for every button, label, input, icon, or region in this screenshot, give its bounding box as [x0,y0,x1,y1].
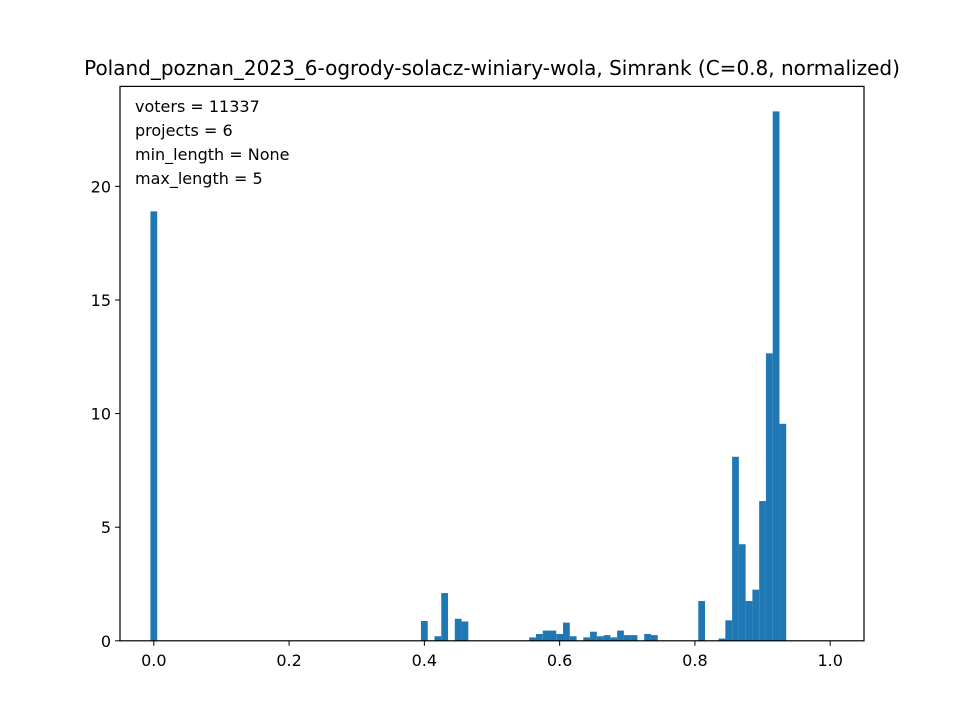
plot-frame [119,85,865,642]
histogram-bar-8 [542,630,550,641]
y-tick-label-4: 20 [91,177,111,196]
x-axis: 0.0 0.2 0.4 0.6 0.8 1.0 [141,640,843,670]
histogram-bar-33 [779,423,787,641]
y-tick-label-1: 5 [101,518,111,537]
histogram-bar-23 [698,601,706,641]
x-tick-label-1: 0.2 [276,651,301,670]
histogram-bar-0 [150,211,158,641]
y-tick-label-0: 0 [101,632,111,651]
annotation-projects: projects = 6 [135,121,233,140]
histogram-bar-6 [529,637,536,641]
histogram-bar-20 [630,635,638,641]
annotation-min-length: min_length = None [135,145,290,165]
histogram-bar-2 [434,636,442,641]
histogram-bar-18 [617,630,624,641]
x-tick-label-4: 0.8 [682,651,707,670]
histogram-bar-1 [420,621,428,641]
y-axis: 0 5 10 15 20 [91,177,120,651]
histogram-bar-17 [610,637,618,641]
histogram-bar-16 [603,635,611,641]
histogram-bar-21 [644,633,651,641]
y-tick-label-2: 10 [91,405,111,424]
histogram-bar-32 [772,111,780,641]
y-tick-label-3: 15 [91,291,111,310]
histogram-bar-26 [732,456,739,641]
histogram-bar-9 [549,630,557,641]
histogram-bar-7 [535,633,543,641]
histogram-bar-3 [441,593,449,641]
histogram-bar-4 [454,618,462,641]
bars-group [150,111,787,641]
histogram-bar-5 [461,621,469,641]
histogram-bar-29 [752,589,760,641]
chart-title: Poland_poznan_2023_6-ogrody-solacz-winia… [84,56,900,80]
annotation-max-length: max_length = 5 [135,169,263,189]
histogram-bar-15 [596,636,604,641]
histogram-bar-11 [563,622,570,641]
histogram-bar-14 [590,631,597,641]
x-tick-label-3: 0.6 [547,651,572,670]
x-tick-label-5: 1.0 [817,651,842,670]
histogram-bar-31 [765,353,773,641]
histogram-bar-10 [556,633,564,641]
x-tick-label-0: 0.0 [141,651,166,670]
stats-annotation: voters = 11337 projects = 6 min_length =… [135,97,290,189]
histogram-bar-27 [738,544,746,641]
histogram-bar-25 [725,620,733,641]
histogram-bar-28 [745,601,753,641]
histogram-bar-22 [650,635,658,641]
annotation-voters: voters = 11337 [135,97,260,116]
histogram-bar-19 [623,635,631,641]
histogram-bar-12 [569,636,577,641]
histogram-bar-30 [759,501,766,641]
x-tick-label-2: 0.4 [412,651,437,670]
histogram-bar-13 [583,637,591,641]
histogram-bar-24 [718,638,726,641]
